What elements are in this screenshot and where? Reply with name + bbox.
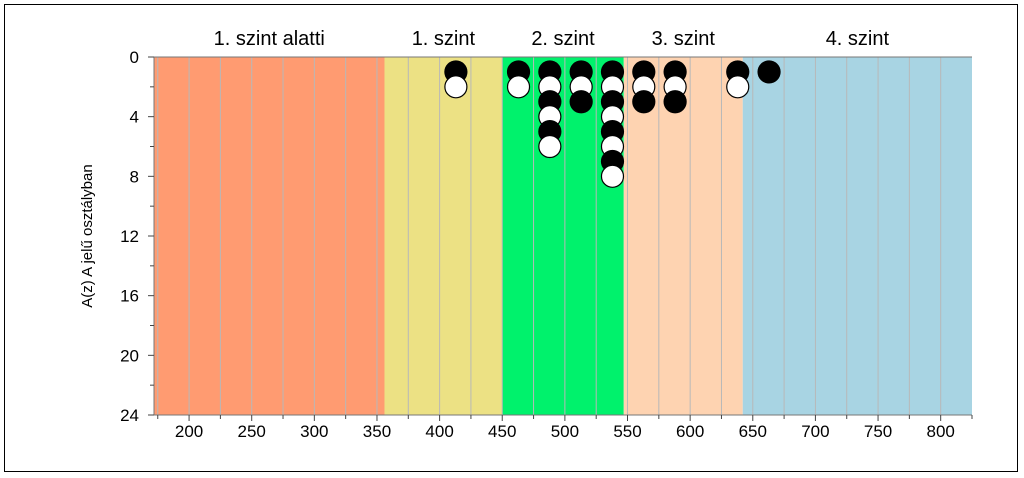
level-band bbox=[623, 57, 743, 415]
data-point-filled bbox=[632, 90, 656, 114]
data-point-empty bbox=[538, 134, 562, 159]
data-point-empty bbox=[600, 164, 625, 188]
y-tick-label: 8 bbox=[130, 167, 139, 186]
x-tick-label: 250 bbox=[238, 422, 266, 441]
x-tick-label: 600 bbox=[676, 422, 704, 441]
x-tick-label: 200 bbox=[175, 422, 203, 441]
y-tick-label: 20 bbox=[120, 346, 139, 365]
y-tick-label: 4 bbox=[130, 108, 139, 127]
level-band bbox=[154, 57, 385, 415]
x-tick-label: 750 bbox=[864, 422, 892, 441]
level-band bbox=[384, 57, 503, 415]
level-band-label: 4. szint bbox=[826, 28, 890, 50]
data-point-filled bbox=[757, 60, 781, 84]
x-tick-label: 500 bbox=[551, 422, 579, 441]
y-tick-label: 12 bbox=[120, 227, 139, 246]
level-band-label: 3. szint bbox=[652, 28, 716, 50]
data-point-filled bbox=[569, 90, 593, 114]
x-tick-label: 350 bbox=[363, 422, 391, 441]
x-tick-label: 550 bbox=[613, 422, 641, 441]
x-tick-label: 400 bbox=[425, 422, 453, 441]
y-tick-label: 24 bbox=[120, 406, 139, 425]
level-band-label: 1. szint alatti bbox=[214, 28, 325, 50]
y-tick-label: 16 bbox=[120, 287, 139, 306]
x-tick-label: 300 bbox=[300, 422, 328, 441]
level-band-label: 2. szint bbox=[531, 28, 595, 50]
data-point-filled bbox=[663, 90, 687, 114]
x-tick-label: 700 bbox=[801, 422, 829, 441]
y-tick-label: 0 bbox=[130, 48, 139, 67]
x-tick-label: 450 bbox=[488, 422, 516, 441]
y-axis-label: A(z) A jelű osztályban bbox=[79, 164, 96, 307]
level-band-label: 1. szint bbox=[412, 28, 476, 50]
x-tick-label: 650 bbox=[739, 422, 767, 441]
data-point-empty bbox=[444, 75, 468, 99]
x-tick-label: 800 bbox=[926, 422, 954, 441]
data-point-empty bbox=[726, 75, 750, 99]
level-band bbox=[742, 57, 972, 415]
data-point-empty bbox=[506, 75, 531, 99]
